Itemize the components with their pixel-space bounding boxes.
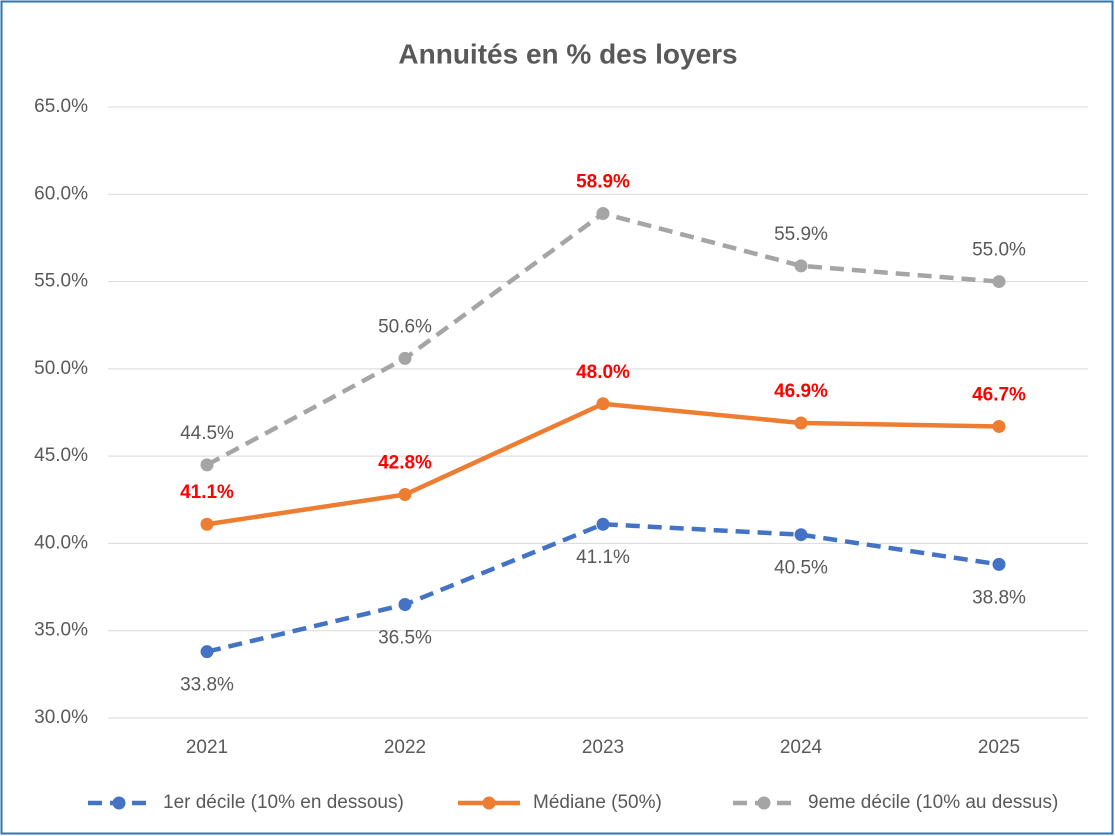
x-tick-label: 2023 bbox=[582, 737, 624, 758]
data-point bbox=[992, 275, 1006, 289]
y-tick-label: 35.0% bbox=[34, 620, 88, 641]
data-label: 44.5% bbox=[180, 423, 234, 444]
y-tick-label: 65.0% bbox=[34, 96, 88, 117]
data-point bbox=[596, 206, 610, 220]
data-point bbox=[992, 419, 1006, 433]
x-tick-label: 2025 bbox=[978, 737, 1020, 758]
legend-label: 1er décile (10% en dessous) bbox=[163, 792, 404, 813]
legend-marker bbox=[757, 796, 771, 810]
y-tick-label: 45.0% bbox=[34, 445, 88, 466]
data-label: 58.9% bbox=[576, 172, 630, 193]
data-point bbox=[200, 458, 214, 472]
data-label: 55.0% bbox=[972, 240, 1026, 261]
y-tick-label: 50.0% bbox=[34, 358, 88, 379]
data-label: 46.7% bbox=[972, 384, 1026, 405]
data-point bbox=[398, 488, 412, 502]
data-label: 40.5% bbox=[774, 558, 828, 579]
data-point bbox=[596, 517, 610, 531]
data-point bbox=[794, 259, 808, 273]
data-label: 42.8% bbox=[378, 453, 432, 474]
data-point bbox=[200, 645, 214, 659]
data-label: 41.1% bbox=[180, 482, 234, 503]
data-label: 33.8% bbox=[180, 675, 234, 696]
x-tick-label: 2021 bbox=[186, 737, 228, 758]
data-label: 48.0% bbox=[576, 362, 630, 383]
data-point bbox=[398, 598, 412, 612]
data-point bbox=[794, 416, 808, 430]
y-tick-label: 40.0% bbox=[34, 532, 88, 553]
chart-title: Annuités en % des loyers bbox=[398, 38, 737, 69]
data-label: 55.9% bbox=[774, 224, 828, 245]
y-tick-label: 60.0% bbox=[34, 183, 88, 204]
data-label: 41.1% bbox=[576, 547, 630, 568]
legend-marker bbox=[112, 796, 126, 810]
y-tick-label: 30.0% bbox=[34, 707, 88, 728]
data-label: 38.8% bbox=[972, 587, 1026, 608]
data-label: 50.6% bbox=[378, 316, 432, 337]
data-point bbox=[992, 557, 1006, 571]
x-tick-label: 2022 bbox=[384, 737, 426, 758]
data-label: 46.9% bbox=[774, 381, 828, 402]
x-tick-label: 2024 bbox=[780, 737, 823, 758]
data-point bbox=[794, 528, 808, 542]
legend-label: 9eme décile (10% au dessus) bbox=[808, 792, 1058, 813]
legend-marker bbox=[482, 796, 496, 810]
data-point bbox=[596, 397, 610, 411]
series-line bbox=[206, 521, 1000, 654]
legend-label: Médiane (50%) bbox=[533, 792, 662, 813]
data-point bbox=[200, 517, 214, 531]
data-point bbox=[398, 351, 412, 365]
y-tick-label: 55.0% bbox=[34, 271, 88, 292]
data-label: 36.5% bbox=[378, 628, 432, 649]
